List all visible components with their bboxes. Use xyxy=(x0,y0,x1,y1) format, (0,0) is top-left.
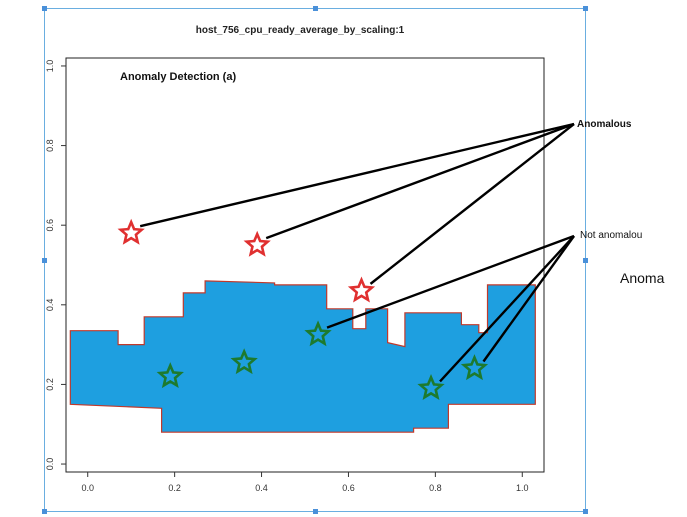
normal-point xyxy=(156,362,184,389)
x-tick-label: 0.6 xyxy=(342,483,355,493)
points-layer xyxy=(117,218,489,401)
resize-handle-right[interactable] xyxy=(583,258,588,263)
y-tick-label: 0.2 xyxy=(45,378,55,391)
side-text: Anoma xyxy=(620,270,665,286)
annotation-leader-line xyxy=(369,123,575,285)
normal-point xyxy=(230,348,258,375)
normal-region xyxy=(69,280,536,433)
resize-handle-top-right[interactable] xyxy=(583,6,588,11)
plot-frame xyxy=(65,57,545,473)
annotation-leader-line xyxy=(482,235,575,363)
normal-point xyxy=(460,354,489,381)
anomalous-point xyxy=(117,218,145,245)
annotation-leader-layer xyxy=(139,122,575,383)
normal-point xyxy=(304,320,332,347)
x-tick-label: 0.2 xyxy=(168,483,181,493)
anomalous-point xyxy=(347,276,376,303)
annotation-leader-line xyxy=(439,235,575,383)
y-tick-label: 0.4 xyxy=(45,299,55,312)
resize-handle-bottom-left[interactable] xyxy=(42,509,47,514)
annotation-leader-line xyxy=(139,122,575,228)
resize-handle-left[interactable] xyxy=(42,258,47,263)
resize-handle-bottom[interactable] xyxy=(313,509,318,514)
chart-title: host_756_cpu_ready_average_by_scaling:1 xyxy=(196,25,405,36)
annotation-label-not-anomalous: Not anomalou xyxy=(580,230,642,241)
y-tick-label: 0.6 xyxy=(45,219,55,232)
chart-subtitle: Anomaly Detection (a) xyxy=(120,71,236,83)
normal-region-layer xyxy=(69,280,536,433)
x-tick-label: 0.8 xyxy=(429,483,442,493)
resize-handle-top[interactable] xyxy=(313,6,318,11)
x-tick-label: 0.4 xyxy=(255,483,268,493)
resize-handle-bottom-right[interactable] xyxy=(583,509,588,514)
anomalous-point xyxy=(243,230,271,257)
normal-point xyxy=(417,374,445,401)
resize-handle-top-left[interactable] xyxy=(42,6,47,11)
annotation-leader-line xyxy=(265,122,575,240)
x-tick-label: 1.0 xyxy=(516,483,529,493)
axes-layer: 0.0 0.2 0.4 0.6 0.8 1.0 0.0 0.2 0.4 0.6 0.8 1.0 xyxy=(45,60,529,493)
y-tick-label: 0.0 xyxy=(45,458,55,471)
selection-frame[interactable] xyxy=(42,6,588,514)
x-tick-label: 0.0 xyxy=(81,483,94,493)
y-tick-label: 0.8 xyxy=(45,139,55,152)
annotation-leader-line xyxy=(326,234,575,329)
y-tick-label: 1.0 xyxy=(45,60,55,73)
annotation-label-anomalous: Anomalous xyxy=(577,119,632,130)
